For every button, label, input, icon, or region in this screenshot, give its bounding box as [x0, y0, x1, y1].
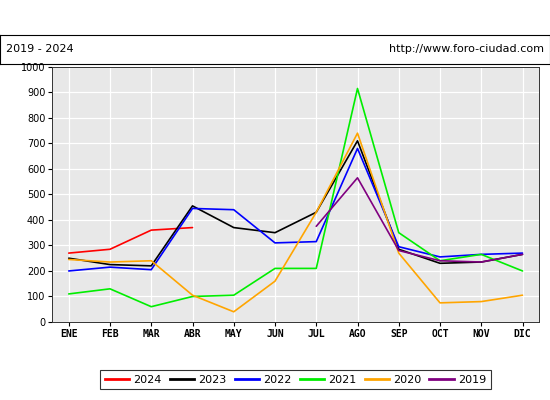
Text: 2019 - 2024: 2019 - 2024: [6, 44, 73, 54]
Legend: 2024, 2023, 2022, 2021, 2020, 2019: 2024, 2023, 2022, 2021, 2020, 2019: [100, 370, 491, 389]
Text: Evolucion Nº Turistas Nacionales en el municipio de Viñuela: Evolucion Nº Turistas Nacionales en el m…: [68, 10, 482, 24]
Text: http://www.foro-ciudad.com: http://www.foro-ciudad.com: [389, 44, 544, 54]
